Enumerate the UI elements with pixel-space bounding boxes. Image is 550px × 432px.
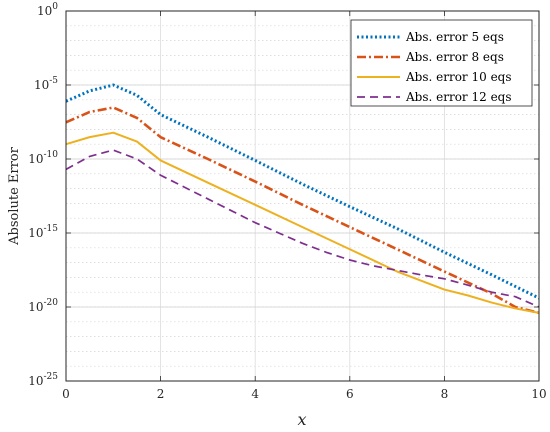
x-tick-label: 6 <box>346 387 354 401</box>
legend-label-4: Abs. error 12 eqs <box>405 90 512 104</box>
x-tick-label: 10 <box>531 387 546 401</box>
y-tick-label: 10-15 <box>28 224 58 240</box>
x-tick-labels: 0 2 4 6 8 10 <box>62 387 546 401</box>
legend-label-1: Abs. error 5 eqs <box>405 30 504 44</box>
x-tick-label: 4 <box>251 387 259 401</box>
y-tick-label: 10-25 <box>28 372 58 388</box>
y-axis-label: Absolute Error <box>7 146 22 246</box>
series-line-4 <box>65 149 540 308</box>
series-line-3 <box>65 131 540 314</box>
y-tick-label: 10-10 <box>28 150 58 166</box>
x-tick-label: 0 <box>62 387 70 401</box>
legend: Abs. error 5 eqs Abs. error 8 eqs Abs. err… <box>350 19 533 107</box>
x-axis-label: x <box>297 410 306 429</box>
y-tick-label: 10-5 <box>34 76 58 92</box>
legend-label-2: Abs. error 8 eqs <box>405 50 504 64</box>
ticks <box>65 10 540 382</box>
legend-label-3: Abs. error 10 eqs <box>405 70 512 84</box>
plot-border <box>65 10 540 382</box>
x-tick-label: 8 <box>441 387 449 401</box>
series-lines <box>65 83 540 315</box>
y-tick-labels: 10-25 10-20 10-15 10-10 10-5 100 <box>28 2 58 388</box>
x-tick-label: 2 <box>157 387 165 401</box>
y-tick-label: 100 <box>37 2 58 18</box>
series-line-1 <box>65 83 540 300</box>
series-line-2 <box>65 106 540 315</box>
y-tick-label: 10-20 <box>28 298 58 314</box>
grid <box>66 11 539 381</box>
legend-box <box>350 19 533 107</box>
